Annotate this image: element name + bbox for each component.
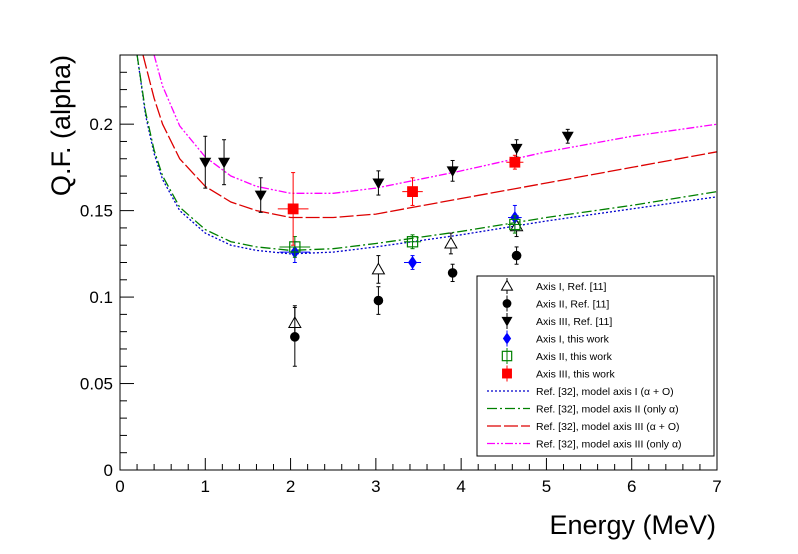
x-tick-label-2: 2 [286, 477, 295, 496]
series-3-point-3 [254, 190, 267, 202]
series-6-point-2 [407, 186, 418, 198]
series-6-point-3 [509, 156, 521, 168]
series-3-point-5 [446, 166, 459, 177]
series-5-point-2 [406, 236, 419, 248]
series-2-point-3 [447, 268, 458, 278]
series-2-point-4 [511, 250, 522, 261]
series-6-point-1 [287, 203, 299, 215]
legend-marker-3 [501, 316, 513, 327]
y-tick-label-0.05: 0.05 [80, 375, 113, 394]
legend-label-8: Ref. [32], model axis II (only α) [536, 404, 679, 416]
legend-label-9: Ref. [32], model axis III (α + O) [536, 421, 680, 433]
model-curve-3 [142, 55, 717, 219]
x-tick-label-5: 5 [542, 477, 551, 496]
x-tick-label-4: 4 [456, 477, 465, 496]
legend-label-10: Ref. [32], model axis III (only α) [536, 439, 682, 451]
x-axis-title: Energy (MeV) [549, 510, 716, 540]
series-2 [290, 246, 522, 367]
series-5 [279, 215, 522, 258]
model-curve-1 [136, 55, 717, 255]
legend-label-6: Axis III, this work [536, 369, 616, 381]
series-3-point-6 [510, 143, 523, 155]
series-3-point-2 [218, 157, 231, 169]
legend-label-5: Axis II, this work [536, 351, 613, 363]
series-2-point-1 [290, 332, 300, 342]
series-1-point-2 [371, 262, 386, 275]
y-tick-label-0.15: 0.15 [80, 202, 113, 221]
axis-ticks: 0 1 2 3 4 5 6 7 0 0.05 0.1 0.15 0.2 [80, 54, 722, 496]
y-tick-label-0.1: 0.1 [89, 288, 113, 307]
series-3 [199, 128, 574, 213]
x-tick-label-0: 0 [115, 477, 124, 496]
legend-label-3: Axis III, Ref. [11] [536, 316, 612, 328]
x-tick-label-1: 1 [201, 477, 210, 496]
legend-label-7: Ref. [32], model axis I (α + O) [536, 386, 674, 398]
y-axis-title: Q.F. (alpha) [46, 55, 76, 196]
series-6 [277, 154, 524, 246]
series-5-point-1 [289, 241, 301, 253]
legend-marker-4 [502, 332, 512, 345]
x-tick-label-3: 3 [371, 477, 380, 496]
legend-marker-5 [501, 350, 513, 362]
legend-marker-6 [502, 368, 512, 379]
data-points [199, 128, 574, 367]
x-tick-label-7: 7 [712, 477, 721, 496]
legend-label-4: Axis I, this work [536, 334, 610, 346]
legend-marker-1 [500, 279, 514, 291]
x-tick-label-6: 6 [627, 477, 636, 496]
series-3-point-4 [372, 178, 385, 189]
series-4-point-2 [408, 255, 418, 270]
series-5-point-3 [509, 218, 521, 231]
series-3-point-1 [199, 157, 212, 169]
legend-label-2: Axis II, Ref. [11] [536, 299, 609, 311]
model-curve-4 [153, 55, 717, 194]
y-tick-label-0.2: 0.2 [89, 115, 113, 134]
series-2-point-2 [373, 295, 384, 306]
legend-marker-2 [502, 299, 512, 308]
series-3-point-7 [561, 131, 574, 143]
legend: Axis I, Ref. [11] Axis II, Ref. [11] Axis … [476, 275, 715, 457]
series-1-point-3 [444, 236, 458, 249]
y-tick-label-0: 0 [104, 461, 113, 480]
legend-label-1: Axis I, Ref. [11] [536, 281, 606, 293]
